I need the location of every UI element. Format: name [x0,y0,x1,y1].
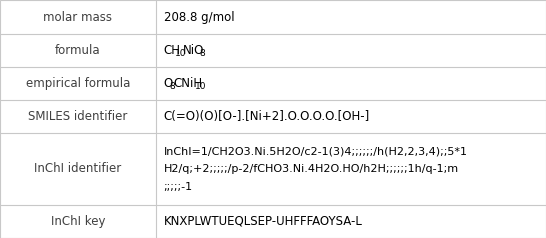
Text: CNiH: CNiH [173,77,203,90]
Text: empirical formula: empirical formula [26,77,130,90]
Text: ;;;;;-1: ;;;;;-1 [164,182,193,192]
Text: O: O [164,77,173,90]
Text: InChI=1/CH2O3.Ni.5H2O/c2-1(3)4;;;;;;/h(H2,2,3,4);;5*1: InChI=1/CH2O3.Ni.5H2O/c2-1(3)4;;;;;;/h(H… [164,146,467,156]
Text: C(=O)(O)[O-].[Ni+2].O.O.O.O.[OH-]: C(=O)(O)[O-].[Ni+2].O.O.O.O.[OH-] [164,110,370,123]
Text: InChI key: InChI key [51,215,105,228]
Text: 8: 8 [169,82,175,91]
Text: H2/q;+2;;;;;/p-2/fCHO3.Ni.4H2O.HO/h2H;;;;;;1h/q-1;m: H2/q;+2;;;;;/p-2/fCHO3.Ni.4H2O.HO/h2H;;;… [164,164,459,174]
Text: InChI identifier: InChI identifier [34,163,121,175]
Text: 208.8 g/mol: 208.8 g/mol [164,11,234,24]
Text: KNXPLWTUEQLSEP-UHFFFAOYSA-L: KNXPLWTUEQLSEP-UHFFFAOYSA-L [164,215,363,228]
Text: 10: 10 [195,82,207,91]
Text: 8: 8 [199,49,205,58]
Text: NiO: NiO [183,44,204,57]
Text: formula: formula [55,44,100,57]
Text: 10: 10 [175,49,186,58]
Text: molar mass: molar mass [43,11,112,24]
Text: SMILES identifier: SMILES identifier [28,110,128,123]
Text: CH: CH [164,44,181,57]
